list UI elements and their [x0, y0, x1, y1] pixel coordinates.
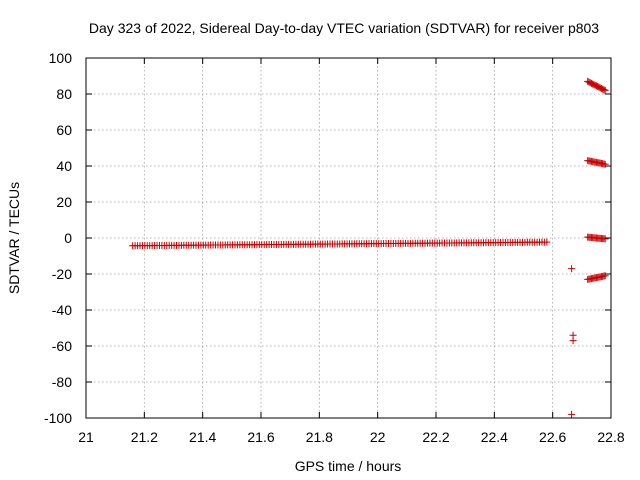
data-point [600, 86, 608, 94]
plot-frame [85, 57, 612, 419]
axis-ticks [85, 57, 612, 419]
x-tick-label: 21.6 [247, 429, 274, 445]
data-point [568, 410, 576, 418]
y-tick-label: -60 [52, 338, 72, 354]
x-tick-label: 22.6 [539, 429, 566, 445]
y-tick-label: -100 [44, 410, 72, 426]
x-tick-label: 21.2 [131, 429, 158, 445]
y-tick-label: 100 [49, 50, 73, 66]
y-tick-label: 60 [56, 122, 72, 138]
x-tick-label: 22.4 [481, 429, 508, 445]
data-point [569, 337, 577, 345]
x-axis-label: GPS time / hours [295, 458, 402, 474]
x-tick-label: 21.8 [306, 429, 333, 445]
x-tick-label: 21.4 [189, 429, 216, 445]
y-tick-label: -40 [52, 302, 72, 318]
y-tick-label: -80 [52, 374, 72, 390]
x-tick-label: 22.8 [597, 429, 624, 445]
x-tick-label: 21 [78, 429, 94, 445]
y-tick-labels: 100 80 60 40 20 0 -20 -40 -60 -80 -100 [44, 50, 72, 426]
y-tick-label: 0 [64, 230, 72, 246]
y-tick-label: 80 [56, 86, 72, 102]
y-axis-label: SDTVAR / TECUs [6, 182, 22, 294]
data-point [601, 272, 609, 280]
data-point [601, 235, 609, 243]
data-point [601, 160, 609, 168]
x-tick-label: 22 [370, 429, 386, 445]
data-point [543, 238, 551, 246]
chart-title: Day 323 of 2022, Sidereal Day-to-day VTE… [89, 20, 599, 36]
data-point [601, 86, 609, 94]
data-point [568, 265, 576, 273]
y-tick-label: 20 [56, 194, 72, 210]
grid-lines [86, 58, 611, 418]
x-tick-label: 22.2 [422, 429, 449, 445]
y-tick-label: -20 [52, 266, 72, 282]
x-tick-labels: 21 21.2 21.4 21.6 21.8 22 22.2 22.4 22.6 22.8 [78, 429, 625, 445]
y-tick-label: 40 [56, 158, 72, 174]
data-points [129, 77, 609, 418]
